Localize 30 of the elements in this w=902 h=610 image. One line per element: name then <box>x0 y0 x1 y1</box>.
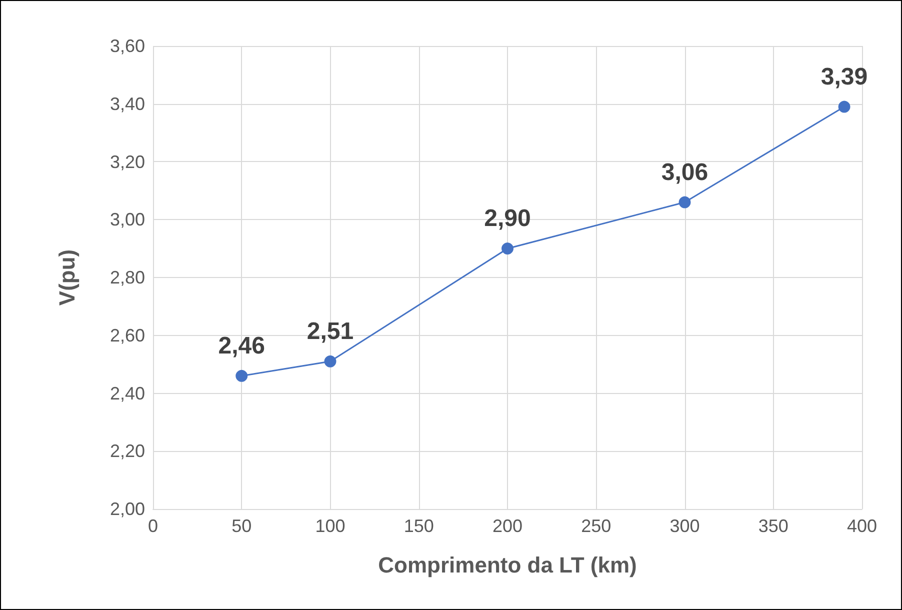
y-tick-label: 2,40 <box>110 383 145 404</box>
x-tick-label: 200 <box>492 516 523 536</box>
y-tick-label: 2,00 <box>110 499 145 519</box>
data-label: 2,46 <box>218 332 265 360</box>
x-tick-label: 300 <box>670 516 700 536</box>
data-label: 2,90 <box>484 205 531 232</box>
point <box>838 100 850 113</box>
y-tick-label: 2,80 <box>110 268 145 288</box>
x-tick-label: 100 <box>315 516 346 536</box>
x-tick-label: 350 <box>758 516 788 536</box>
x-tick-label: 400 <box>846 516 878 536</box>
y-axis-title: V(pu) <box>54 249 80 306</box>
point <box>678 196 691 208</box>
x-tick-label: 250 <box>581 516 612 536</box>
point <box>236 370 248 382</box>
y-tick-label: 3,60 <box>110 36 145 56</box>
x-tick-label: 0 <box>148 516 158 536</box>
y-tick-label: 3,40 <box>110 94 145 114</box>
x-tick-label: 150 <box>404 516 434 536</box>
point <box>324 355 336 368</box>
point <box>502 242 514 255</box>
y-tick-label: 2,20 <box>110 441 145 462</box>
y-tick-label: 3,00 <box>110 210 145 230</box>
y-tick-label: 3,20 <box>110 152 145 172</box>
data-label: 2,51 <box>306 318 354 345</box>
y-tick-label: 2,60 <box>110 325 145 346</box>
x-axis-title: Comprimento da LT (km) <box>378 552 637 578</box>
data-label: 3,06 <box>661 158 708 186</box>
data-label: 3,39 <box>820 63 868 90</box>
x-tick-label: 50 <box>232 516 252 536</box>
